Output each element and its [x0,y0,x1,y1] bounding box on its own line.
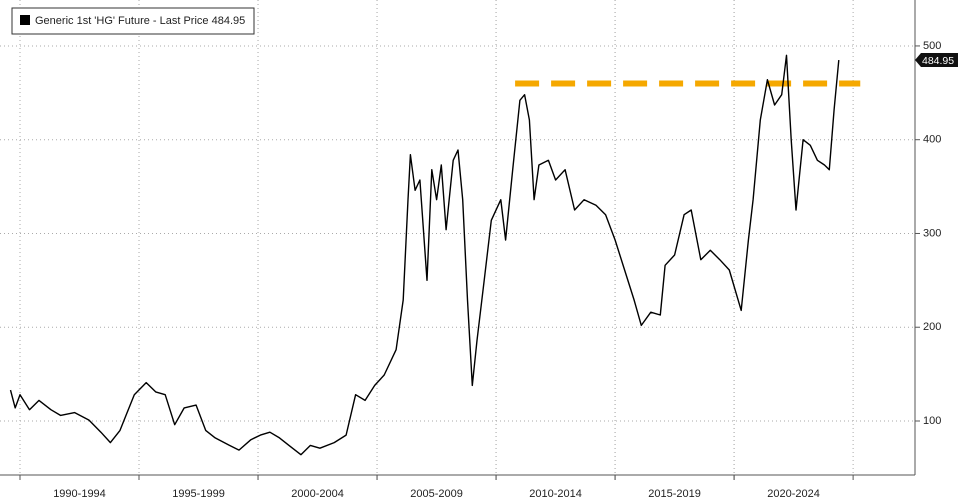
y-tick-label: 200 [923,321,941,333]
legend-swatch [20,15,30,25]
legend-box [11,7,255,35]
y-tick-label: 400 [923,134,941,146]
y-tick-label: 500 [923,40,941,52]
last-price-label: 484.95 [922,55,954,67]
y-tick-label: 300 [923,227,941,239]
x-tick-label: 1990-1994 [53,488,106,500]
x-tick-label: 2000-2004 [291,488,344,500]
y-tick-label: 100 [923,415,941,427]
x-tick-label: 2005-2009 [410,488,463,500]
x-tick-label: 2015-2019 [648,488,701,500]
x-tick-label: 2020-2024 [767,488,820,500]
legend-label: Generic 1st 'HG' Future - Last Price 484… [35,15,245,27]
x-tick-label: 1995-1999 [172,488,225,500]
legend: Generic 1st 'HG' Future - Last Price 484… [11,7,255,35]
last-price-tag [915,53,958,68]
price-line [9,54,840,456]
x-tick-label: 2010-2014 [529,488,582,500]
